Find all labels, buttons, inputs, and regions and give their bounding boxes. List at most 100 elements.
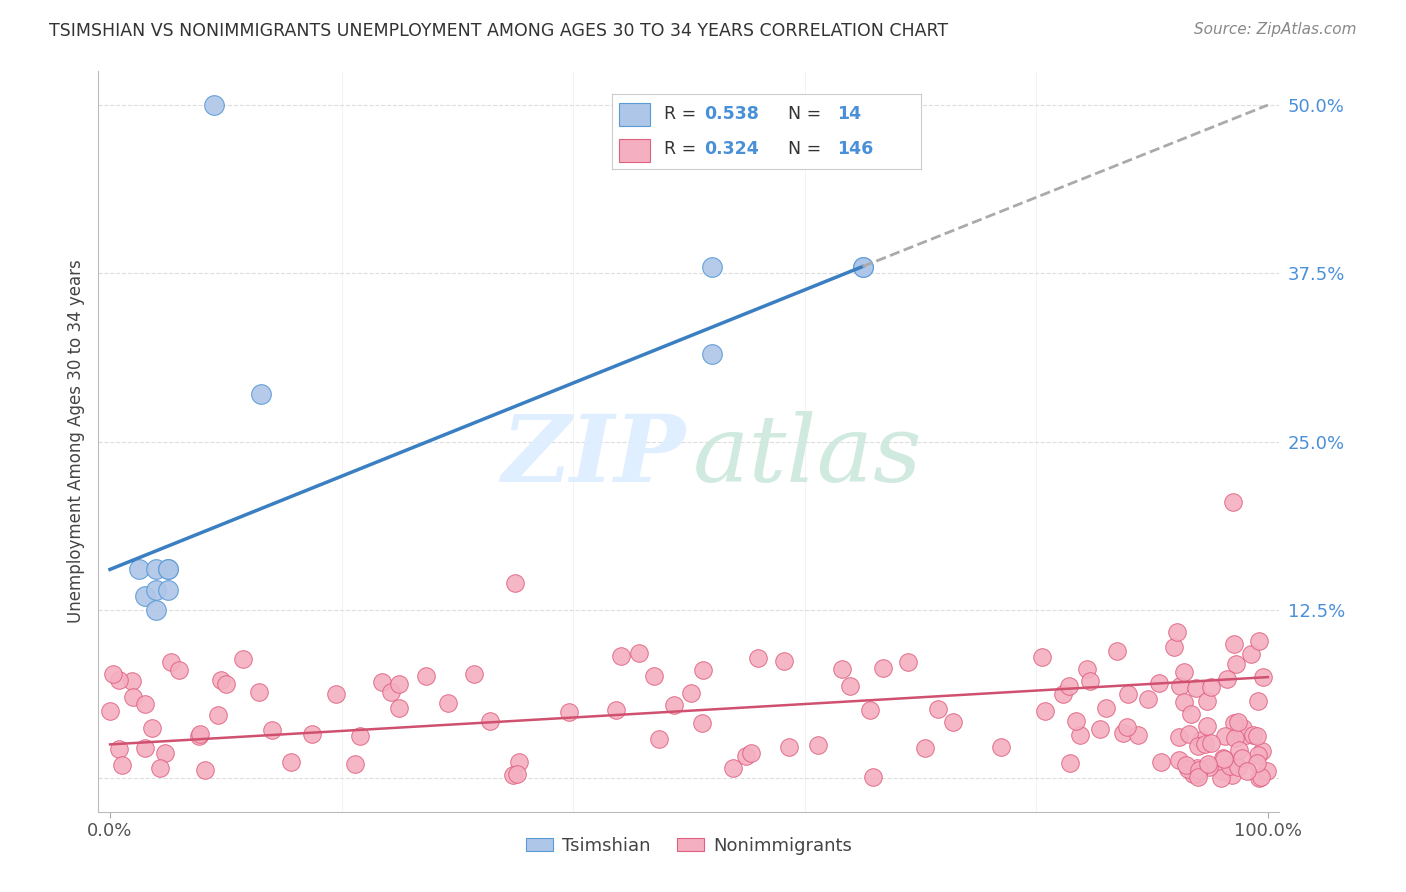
Point bbox=[1213, 729, 1236, 743]
Point bbox=[1168, 679, 1191, 693]
Point bbox=[145, 562, 167, 576]
Point bbox=[1234, 728, 1257, 742]
Point bbox=[128, 562, 150, 576]
Point bbox=[862, 770, 884, 784]
Y-axis label: Unemployment Among Ages 30 to 34 years: Unemployment Among Ages 30 to 34 years bbox=[66, 260, 84, 624]
Point bbox=[1147, 676, 1170, 690]
Text: 146: 146 bbox=[838, 140, 873, 158]
Point bbox=[1031, 650, 1053, 665]
Point bbox=[643, 669, 665, 683]
Point bbox=[1059, 756, 1081, 771]
Point bbox=[1173, 665, 1195, 679]
Point bbox=[1052, 687, 1074, 701]
Point bbox=[194, 763, 217, 777]
Text: R =: R = bbox=[664, 140, 702, 158]
Point bbox=[108, 742, 131, 756]
Point bbox=[914, 741, 936, 756]
Point bbox=[1226, 723, 1249, 738]
Point bbox=[301, 726, 323, 740]
Point bbox=[1209, 771, 1232, 785]
Point bbox=[134, 740, 156, 755]
Point bbox=[349, 729, 371, 743]
Point bbox=[1174, 757, 1197, 772]
Point bbox=[388, 700, 411, 714]
Point bbox=[121, 673, 143, 688]
Point bbox=[1163, 640, 1185, 655]
Point bbox=[1150, 755, 1173, 769]
Point bbox=[807, 738, 830, 752]
Point bbox=[325, 687, 347, 701]
Point bbox=[1112, 725, 1135, 739]
Point bbox=[1166, 625, 1188, 640]
Point bbox=[380, 685, 402, 699]
Point bbox=[134, 697, 156, 711]
Point bbox=[1033, 704, 1056, 718]
Point bbox=[209, 673, 232, 687]
Text: TSIMSHIAN VS NONIMMIGRANTS UNEMPLOYMENT AMONG AGES 30 TO 34 YEARS CORRELATION CH: TSIMSHIAN VS NONIMMIGRANTS UNEMPLOYMENT … bbox=[49, 22, 948, 40]
Point bbox=[1225, 657, 1247, 672]
Point bbox=[1247, 748, 1270, 763]
Point bbox=[1251, 670, 1274, 684]
Point bbox=[990, 740, 1012, 755]
Point bbox=[1223, 755, 1246, 769]
Text: 0.538: 0.538 bbox=[704, 105, 759, 123]
Point bbox=[1173, 695, 1195, 709]
Point bbox=[605, 703, 627, 717]
Text: R =: R = bbox=[664, 105, 702, 123]
Text: 0.324: 0.324 bbox=[704, 140, 759, 158]
Point bbox=[1223, 731, 1246, 745]
Text: N =: N = bbox=[787, 105, 827, 123]
Point bbox=[747, 651, 769, 665]
Point bbox=[1227, 715, 1250, 730]
Point bbox=[371, 675, 394, 690]
Bar bbox=[619, 139, 650, 161]
Point bbox=[156, 582, 179, 597]
Point bbox=[156, 562, 179, 576]
Point bbox=[852, 260, 875, 274]
Point bbox=[344, 756, 367, 771]
Point bbox=[1116, 721, 1139, 735]
Point bbox=[202, 98, 225, 112]
Point bbox=[897, 655, 920, 669]
Point bbox=[852, 260, 875, 274]
Point bbox=[1187, 761, 1209, 775]
Point bbox=[1069, 728, 1091, 742]
Point bbox=[1212, 751, 1234, 765]
Point bbox=[1180, 707, 1202, 722]
Point bbox=[108, 673, 131, 687]
Point bbox=[1219, 758, 1241, 772]
Point bbox=[1116, 688, 1139, 702]
Point bbox=[1246, 756, 1268, 770]
Point bbox=[721, 761, 744, 775]
Point bbox=[1250, 770, 1272, 784]
Point bbox=[1194, 737, 1216, 751]
Point bbox=[134, 590, 156, 604]
Text: N =: N = bbox=[787, 140, 827, 158]
Point bbox=[1188, 763, 1211, 777]
Point bbox=[1241, 728, 1264, 742]
Point bbox=[858, 703, 880, 717]
Point bbox=[740, 746, 762, 760]
Point bbox=[1105, 644, 1128, 658]
Point bbox=[1199, 736, 1222, 750]
Point bbox=[1189, 733, 1212, 747]
Point bbox=[1187, 771, 1209, 785]
Point bbox=[502, 767, 524, 781]
Point bbox=[103, 667, 125, 681]
Point bbox=[831, 662, 853, 676]
Point bbox=[1256, 764, 1278, 778]
Point bbox=[662, 698, 685, 713]
Point bbox=[1251, 744, 1274, 758]
Point bbox=[1076, 662, 1098, 676]
Point bbox=[160, 655, 183, 669]
Point bbox=[648, 732, 671, 747]
Point bbox=[1232, 721, 1254, 735]
Point bbox=[927, 702, 949, 716]
Point bbox=[503, 575, 526, 590]
Point bbox=[149, 761, 172, 775]
Point bbox=[872, 661, 894, 675]
Point bbox=[110, 757, 132, 772]
Point bbox=[1227, 760, 1250, 774]
Point bbox=[1222, 495, 1244, 509]
Point bbox=[280, 756, 302, 770]
